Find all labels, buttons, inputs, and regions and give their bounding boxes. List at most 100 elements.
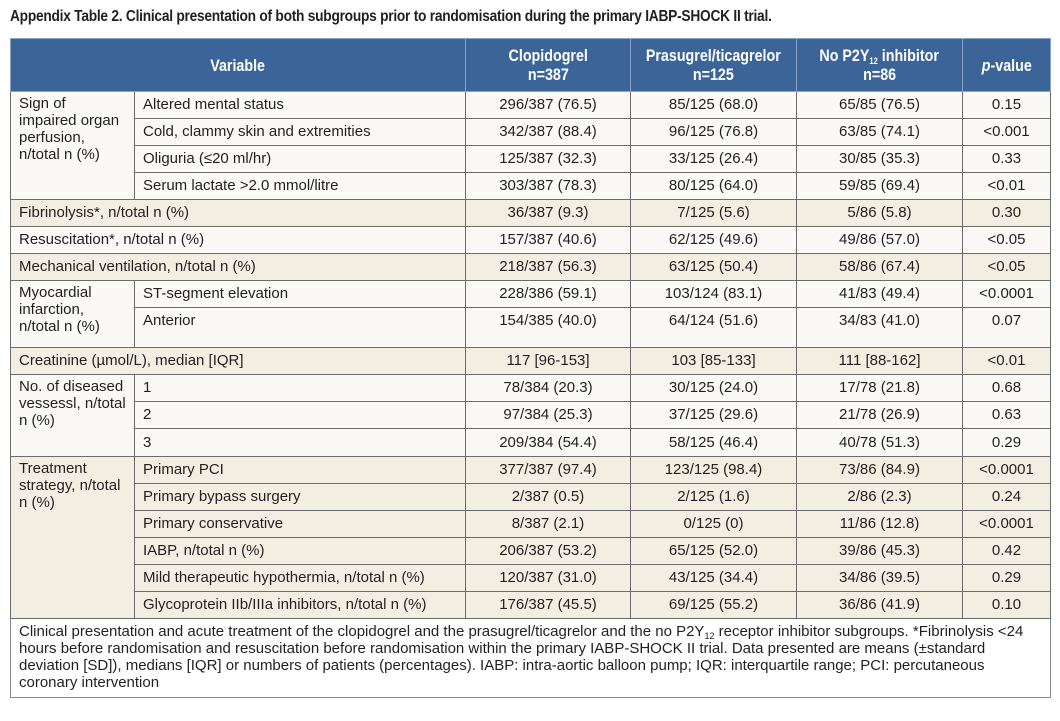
cell-p-value: <0.05: [962, 226, 1051, 254]
cell-no-p2y12: 49/86 (57.0): [796, 226, 963, 254]
table-row: IABP, n/total n (%) 206/387 (53.2) 65/12…: [11, 537, 1051, 565]
table-row: Primary bypass surgery 2/387 (0.5) 2/125…: [11, 483, 1051, 511]
cell-p-value: 0.29: [962, 428, 1051, 457]
row-label: Primary bypass surgery: [134, 483, 466, 511]
cell-no-p2y12: 11/86 (12.8): [796, 510, 963, 538]
table-row: Primary conservative 8/387 (2.1) 0/125 (…: [11, 510, 1051, 538]
cell-clopidogrel: 377/387 (97.4): [465, 456, 631, 484]
row-label: Fibrinolysis*, n/total n (%): [10, 199, 466, 227]
cell-p-value: <0.001: [962, 118, 1051, 146]
table-row: No. of diseased vessessl, n/total n (%) …: [10, 374, 1051, 457]
clinical-presentation-table: Variable Clopidogrel n=387 Prasugrel/tica…: [10, 38, 1051, 698]
cell-clopidogrel: 176/387 (45.5): [465, 591, 631, 619]
table-row: Mild therapeutic hypothermia, n/total n …: [11, 564, 1051, 592]
cell-no-p2y12: 34/86 (39.5): [796, 564, 963, 592]
cell-p-value: <0.05: [962, 253, 1051, 281]
cell-clopidogrel: 2/387 (0.5): [465, 483, 631, 511]
header-no-p2y12: No P2Y12 inhibitor n=86: [796, 38, 963, 92]
cell-p-value: <0.0001: [962, 280, 1051, 308]
header-variable: Variable: [10, 38, 466, 92]
cell-prasugrel: 96/125 (76.8): [630, 118, 797, 146]
row-label: IABP, n/total n (%): [134, 537, 466, 565]
cell-p-value: 0.63: [962, 401, 1051, 429]
cell-no-p2y12: 59/85 (69.4): [796, 172, 963, 200]
table-row: 2 97/384 (25.3) 37/125 (29.6) 21/78 (26.…: [11, 401, 1051, 429]
cell-clopidogrel: 120/387 (31.0): [465, 564, 631, 592]
cell-p-value: <0.0001: [962, 456, 1051, 484]
row-label: ST-segment elevation: [134, 280, 466, 308]
cell-no-p2y12: 41/83 (49.4): [796, 280, 963, 308]
cell-prasugrel: 63/125 (50.4): [630, 253, 797, 281]
cell-p-value: 0.30: [962, 199, 1051, 227]
cell-p-value: 0.33: [962, 145, 1051, 173]
row-label: Primary PCI: [134, 456, 466, 484]
cell-clopidogrel: 117 [96-153]: [465, 347, 631, 375]
table-row: Cold, clammy skin and extremities 342/38…: [11, 118, 1051, 146]
table-row: Myocardial infarction, n/total n (%) ST-…: [10, 280, 1051, 348]
cell-prasugrel: 69/125 (55.2): [630, 591, 797, 619]
table-row: Anterior 154/385 (40.0) 64/124 (51.6) 34…: [11, 307, 1051, 348]
cell-no-p2y12: 30/85 (35.3): [796, 145, 963, 173]
cell-clopidogrel: 154/385 (40.0): [465, 307, 631, 348]
cell-clopidogrel: 36/387 (9.3): [465, 199, 631, 227]
row-label: Mild therapeutic hypothermia, n/total n …: [134, 564, 466, 592]
cell-clopidogrel: 8/387 (2.1): [465, 510, 631, 538]
cell-clopidogrel: 296/387 (76.5): [465, 91, 631, 119]
table-row-fibrinolysis: Fibrinolysis*, n/total n (%) 36/387 (9.3…: [10, 199, 1051, 227]
cell-no-p2y12: 2/86 (2.3): [796, 483, 963, 511]
header-prasugrel-ticagrelor: Prasugrel/ticagrelor n=125: [630, 38, 797, 92]
row-label: 1: [134, 374, 466, 402]
footnote-row: Clinical presentation and acute treatmen…: [10, 618, 1051, 698]
cell-prasugrel: 103/124 (83.1): [630, 280, 797, 308]
cell-prasugrel: 85/125 (68.0): [630, 91, 797, 119]
row-label: 3: [134, 428, 466, 457]
group-label-myocardial-infarction: Myocardial infarction, n/total n (%): [10, 280, 135, 348]
table-row: Glycoprotein IIb/IIIa inhibitors, n/tota…: [11, 591, 1051, 619]
cell-prasugrel: 37/125 (29.6): [630, 401, 797, 429]
cell-p-value: 0.15: [962, 91, 1051, 119]
cell-clopidogrel: 303/387 (78.3): [465, 172, 631, 200]
row-label: Cold, clammy skin and extremities: [134, 118, 466, 146]
row-label: 2: [134, 401, 466, 429]
cell-clopidogrel: 342/387 (88.4): [465, 118, 631, 146]
group-label-treatment-strategy: Treatment strategy, n/total n (%): [10, 456, 135, 619]
header-p-value: p-value: [962, 38, 1051, 92]
table-footnote: Clinical presentation and acute treatmen…: [10, 618, 1051, 698]
table-row-ventilation: Mechanical ventilation, n/total n (%) 21…: [10, 253, 1051, 281]
row-label: Primary conservative: [134, 510, 466, 538]
row-label: Oliguria (≤20 ml/hr): [134, 145, 466, 173]
header-clopidogrel: Clopidogrel n=387: [465, 38, 631, 92]
cell-prasugrel: 58/125 (46.4): [630, 428, 797, 457]
table-row-creatinine: Creatinine (µmol/L), median [IQR] 117 [9…: [10, 347, 1051, 375]
row-label: Serum lactate >2.0 mmol/litre: [134, 172, 466, 200]
cell-prasugrel: 103 [85-133]: [630, 347, 797, 375]
cell-no-p2y12: 21/78 (26.9): [796, 401, 963, 429]
table-row: Serum lactate >2.0 mmol/litre 303/387 (7…: [11, 172, 1051, 200]
row-label: Altered mental status: [134, 91, 466, 119]
table-row: Oliguria (≤20 ml/hr) 125/387 (32.3) 33/1…: [11, 145, 1051, 173]
cell-no-p2y12: 65/85 (76.5): [796, 91, 963, 119]
cell-prasugrel: 0/125 (0): [630, 510, 797, 538]
cell-p-value: 0.10: [962, 591, 1051, 619]
cell-prasugrel: 80/125 (64.0): [630, 172, 797, 200]
cell-p-value: <0.01: [962, 172, 1051, 200]
cell-no-p2y12: 17/78 (21.8): [796, 374, 963, 402]
table-title: Appendix Table 2. Clinical presentation …: [10, 8, 772, 25]
cell-p-value: 0.07: [962, 307, 1051, 348]
cell-prasugrel: 64/124 (51.6): [630, 307, 797, 348]
cell-no-p2y12: 63/85 (74.1): [796, 118, 963, 146]
cell-clopidogrel: 209/384 (54.4): [465, 428, 631, 457]
cell-clopidogrel: 206/387 (53.2): [465, 537, 631, 565]
row-label: Mechanical ventilation, n/total n (%): [10, 253, 466, 281]
cell-prasugrel: 30/125 (24.0): [630, 374, 797, 402]
cell-no-p2y12: 34/83 (41.0): [796, 307, 963, 348]
cell-clopidogrel: 157/387 (40.6): [465, 226, 631, 254]
cell-prasugrel: 7/125 (5.6): [630, 199, 797, 227]
cell-no-p2y12: 40/78 (51.3): [796, 428, 963, 457]
cell-prasugrel: 65/125 (52.0): [630, 537, 797, 565]
cell-prasugrel: 123/125 (98.4): [630, 456, 797, 484]
cell-clopidogrel: 218/387 (56.3): [465, 253, 631, 281]
cell-prasugrel: 33/125 (26.4): [630, 145, 797, 173]
cell-prasugrel: 43/125 (34.4): [630, 564, 797, 592]
cell-clopidogrel: 228/386 (59.1): [465, 280, 631, 308]
